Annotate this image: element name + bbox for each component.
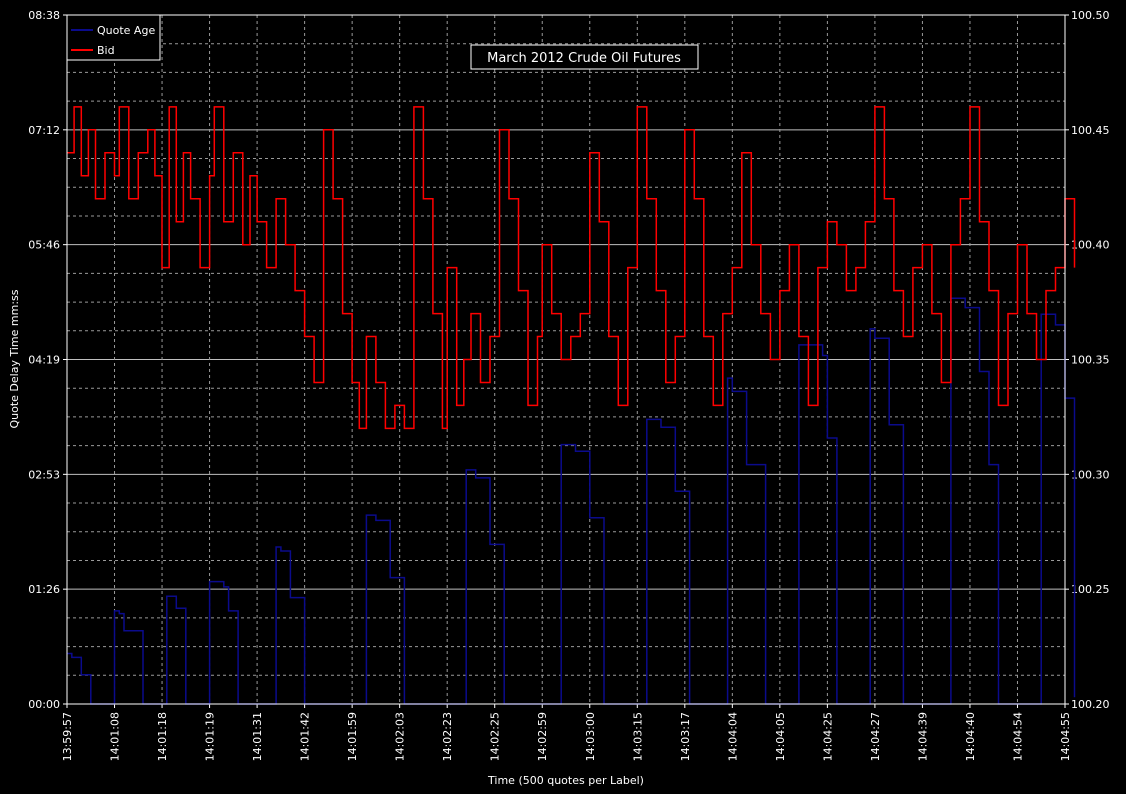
left-tick-label: 08:38 — [28, 9, 60, 22]
x-tick-label: 14:02:25 — [489, 712, 502, 761]
x-tick-label: 14:04:39 — [916, 712, 929, 761]
x-tick-label: 14:01:19 — [204, 712, 217, 761]
x-tick-label: 14:04:25 — [821, 712, 834, 761]
plot-frame — [66, 14, 1066, 705]
right-tick-label: 100.20 — [1071, 698, 1110, 711]
right-tick-label: 100.35 — [1071, 354, 1110, 367]
x-tick-label: 14:04:40 — [964, 712, 977, 761]
x-tick-label: 14:04:05 — [774, 712, 787, 761]
left-tick-label: 04:19 — [28, 354, 60, 367]
right-tick-label: 100.25 — [1071, 583, 1110, 596]
x-tick-label: 14:01:59 — [346, 712, 359, 761]
x-tick-label: 14:04:04 — [726, 712, 739, 761]
x-axis-ticks: 13:59:57 14:01:08 14:01:18 14:01:19 14:01:31… — [61, 704, 1072, 761]
chart-title: March 2012 Crude Oil Futures — [487, 51, 681, 66]
x-tick-label: 14:03:17 — [679, 712, 692, 761]
left-tick-label: 00:00 — [28, 698, 60, 711]
legend-bid-label: Bid — [97, 44, 115, 57]
x-tick-label: 14:04:27 — [869, 712, 882, 761]
x-tick-label: 14:02:03 — [394, 712, 407, 761]
left-tick-label: 02:53 — [28, 468, 60, 481]
left-axis-ticks: 00:00 01:26 02:53 04:19 05:46 07:12 08:38 — [28, 9, 67, 711]
y-axis-label-left: Quote Delay Time mm:ss — [8, 289, 21, 428]
x-tick-label: 14:02:59 — [536, 712, 549, 761]
x-tick-label: 14:01:31 — [251, 712, 264, 761]
left-tick-label: 05:46 — [28, 239, 60, 252]
x-tick-label: 14:03:15 — [631, 712, 644, 761]
right-tick-label: 100.50 — [1071, 9, 1110, 22]
legend-quote-age-label: Quote Age — [97, 24, 155, 37]
right-tick-label: 100.40 — [1071, 239, 1110, 252]
x-tick-label: 14:01:08 — [109, 712, 122, 761]
right-axis-ticks: 100.20 100.25 100.30 100.35 100.40 100.45 100.… — [1065, 9, 1110, 711]
x-tick-label: 13:59:57 — [61, 712, 74, 761]
x-axis-label: Time (500 quotes per Label) — [487, 774, 644, 787]
x-tick-label: 14:01:18 — [156, 712, 169, 761]
x-tick-label: 14:04:54 — [1011, 712, 1024, 761]
x-tick-label: 14:01:42 — [299, 712, 312, 761]
legend: Quote Age Bid — [66, 14, 161, 61]
left-tick-label: 01:26 — [28, 583, 60, 596]
right-tick-label: 100.30 — [1071, 468, 1110, 481]
x-tick-label: 14:04:55 — [1059, 712, 1072, 761]
grid — [66, 14, 1066, 705]
x-tick-label: 14:02:23 — [441, 712, 454, 761]
left-tick-label: 07:12 — [28, 124, 60, 137]
x-tick-label: 14:03:00 — [584, 712, 597, 761]
series-bid-line — [67, 106, 1076, 430]
right-tick-label: 100.45 — [1071, 124, 1110, 137]
chart-title-box: March 2012 Crude Oil Futures — [470, 44, 699, 70]
